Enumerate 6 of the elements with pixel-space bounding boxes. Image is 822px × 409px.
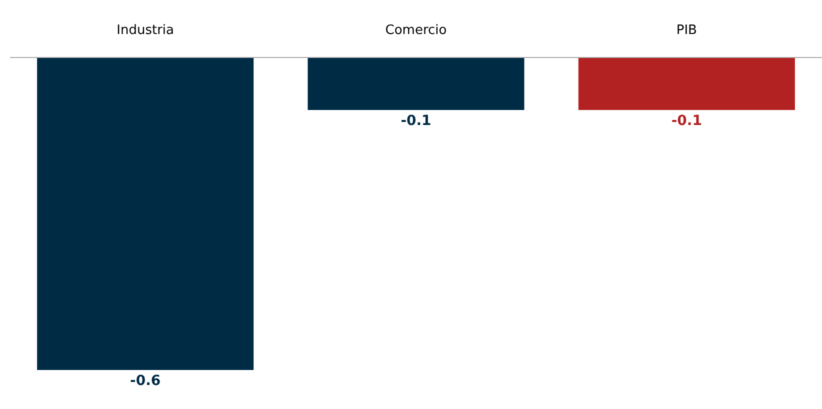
data-label: -0.6 (130, 373, 161, 389)
data-label: -0.1 (671, 113, 702, 129)
x-tick-label: PIB (676, 22, 697, 38)
data-label: -0.1 (400, 113, 432, 129)
x-tick-label: Comercio (385, 22, 447, 38)
x-tick-label: Industria (116, 22, 174, 38)
